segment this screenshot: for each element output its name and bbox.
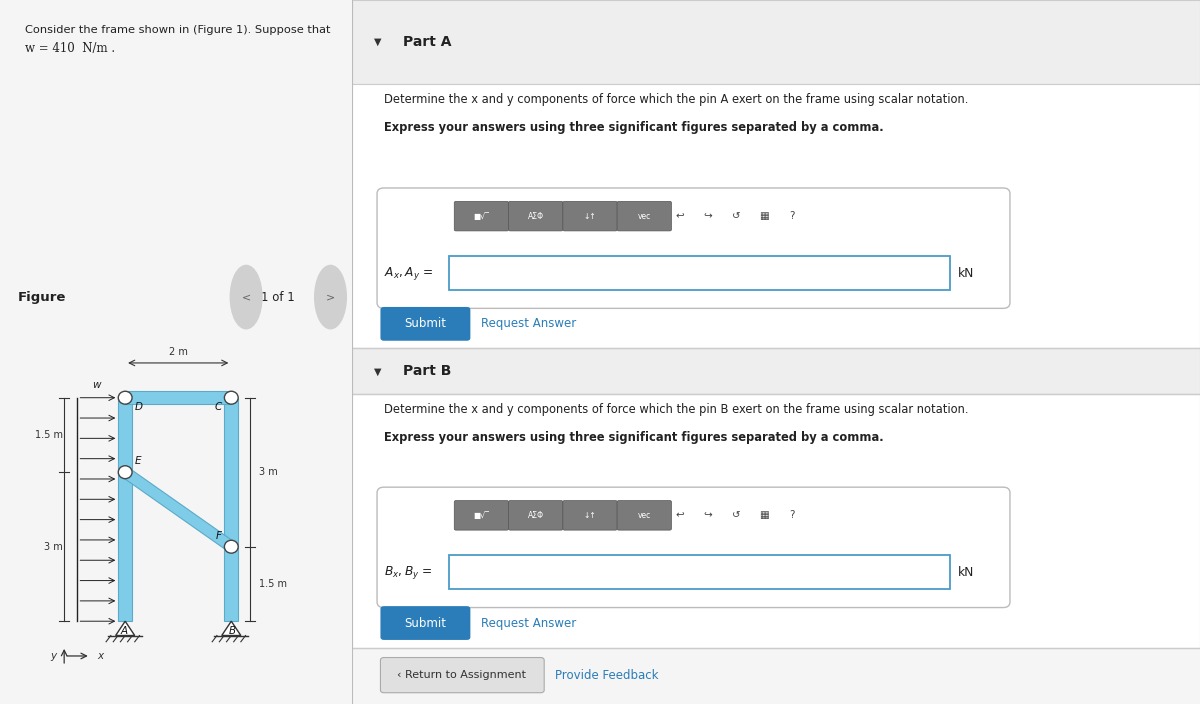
Text: ↺: ↺ <box>732 510 740 520</box>
Text: ■√‾: ■√‾ <box>474 511 490 520</box>
Circle shape <box>224 391 238 404</box>
Polygon shape <box>121 468 235 551</box>
Polygon shape <box>119 398 132 621</box>
Text: ▦: ▦ <box>760 510 769 520</box>
Text: >: > <box>326 292 335 302</box>
Text: E: E <box>134 456 142 466</box>
FancyBboxPatch shape <box>563 501 617 530</box>
Text: ▼: ▼ <box>373 366 382 377</box>
Circle shape <box>119 391 132 404</box>
FancyBboxPatch shape <box>455 501 509 530</box>
FancyBboxPatch shape <box>352 0 1200 84</box>
Text: ↺: ↺ <box>732 211 740 221</box>
FancyBboxPatch shape <box>380 307 470 341</box>
Circle shape <box>314 265 347 329</box>
FancyBboxPatch shape <box>352 84 1200 348</box>
Text: ■√‾: ■√‾ <box>474 212 490 220</box>
Circle shape <box>230 265 262 329</box>
Text: w: w <box>91 380 101 390</box>
Polygon shape <box>224 398 238 621</box>
FancyBboxPatch shape <box>377 487 1010 608</box>
Text: <: < <box>241 292 251 302</box>
Text: C: C <box>215 402 222 412</box>
Text: Request Answer: Request Answer <box>481 617 577 629</box>
Text: 1.5 m: 1.5 m <box>259 579 287 589</box>
Text: AΣΦ: AΣΦ <box>528 511 544 520</box>
Text: Submit: Submit <box>404 318 446 330</box>
Text: x: x <box>97 651 103 661</box>
Text: ↪: ↪ <box>703 510 713 520</box>
Text: w = 410  N/m .: w = 410 N/m . <box>25 42 115 55</box>
FancyBboxPatch shape <box>352 348 1200 394</box>
Text: ▦: ▦ <box>760 211 769 221</box>
Text: kN: kN <box>959 267 974 279</box>
Text: ↩: ↩ <box>676 211 684 221</box>
FancyBboxPatch shape <box>380 658 544 693</box>
Text: ?: ? <box>790 211 794 221</box>
Text: Determine the x and y components of force which the pin B exert on the frame usi: Determine the x and y components of forc… <box>384 403 968 415</box>
Text: ‹ Return to Assignment: ‹ Return to Assignment <box>397 670 527 680</box>
Text: vec: vec <box>637 212 650 220</box>
FancyBboxPatch shape <box>352 394 1200 648</box>
Polygon shape <box>125 391 232 404</box>
Polygon shape <box>222 621 241 636</box>
Text: 3 m: 3 m <box>44 541 62 552</box>
Text: Express your answers using three significant figures separated by a comma.: Express your answers using three signifi… <box>384 431 883 444</box>
FancyBboxPatch shape <box>509 501 563 530</box>
Text: D: D <box>134 402 143 412</box>
FancyBboxPatch shape <box>455 201 509 231</box>
Text: Consider the frame shown in (Figure 1). Suppose that: Consider the frame shown in (Figure 1). … <box>25 25 330 34</box>
Text: ↓↑: ↓↑ <box>583 212 596 220</box>
Text: Submit: Submit <box>404 617 446 629</box>
Text: 3 m: 3 m <box>259 467 277 477</box>
Text: $B_x, B_y$ =: $B_x, B_y$ = <box>384 564 432 581</box>
Text: Request Answer: Request Answer <box>481 318 577 330</box>
Text: 1.5 m: 1.5 m <box>35 430 62 440</box>
Text: Express your answers using three significant figures separated by a comma.: Express your answers using three signifi… <box>384 121 883 134</box>
Text: Part B: Part B <box>402 365 451 378</box>
Circle shape <box>224 540 238 553</box>
Polygon shape <box>115 621 134 636</box>
Text: ?: ? <box>790 510 794 520</box>
Text: A: A <box>120 626 127 636</box>
Circle shape <box>119 466 132 479</box>
Text: vec: vec <box>637 511 650 520</box>
Text: ↓↑: ↓↑ <box>583 511 596 520</box>
Text: F: F <box>216 531 222 541</box>
Text: $A_x, A_y$ =: $A_x, A_y$ = <box>384 265 433 282</box>
Text: B: B <box>229 626 236 636</box>
Text: Determine the x and y components of force which the pin A exert on the frame usi: Determine the x and y components of forc… <box>384 93 968 106</box>
FancyBboxPatch shape <box>509 201 563 231</box>
Text: ↩: ↩ <box>676 510 684 520</box>
FancyBboxPatch shape <box>449 555 949 589</box>
Text: Provide Feedback: Provide Feedback <box>556 669 659 681</box>
FancyBboxPatch shape <box>449 256 949 290</box>
Text: ▼: ▼ <box>373 37 382 47</box>
FancyBboxPatch shape <box>377 188 1010 308</box>
Text: 2 m: 2 m <box>169 347 187 357</box>
Text: ↪: ↪ <box>703 211 713 221</box>
FancyBboxPatch shape <box>563 201 617 231</box>
FancyBboxPatch shape <box>617 201 672 231</box>
Text: AΣΦ: AΣΦ <box>528 212 544 220</box>
Text: Part A: Part A <box>402 35 451 49</box>
Text: y: y <box>50 651 56 661</box>
Text: kN: kN <box>959 566 974 579</box>
FancyBboxPatch shape <box>617 501 672 530</box>
Text: Figure: Figure <box>18 291 66 303</box>
Text: 1 of 1: 1 of 1 <box>260 291 295 303</box>
FancyBboxPatch shape <box>380 606 470 640</box>
